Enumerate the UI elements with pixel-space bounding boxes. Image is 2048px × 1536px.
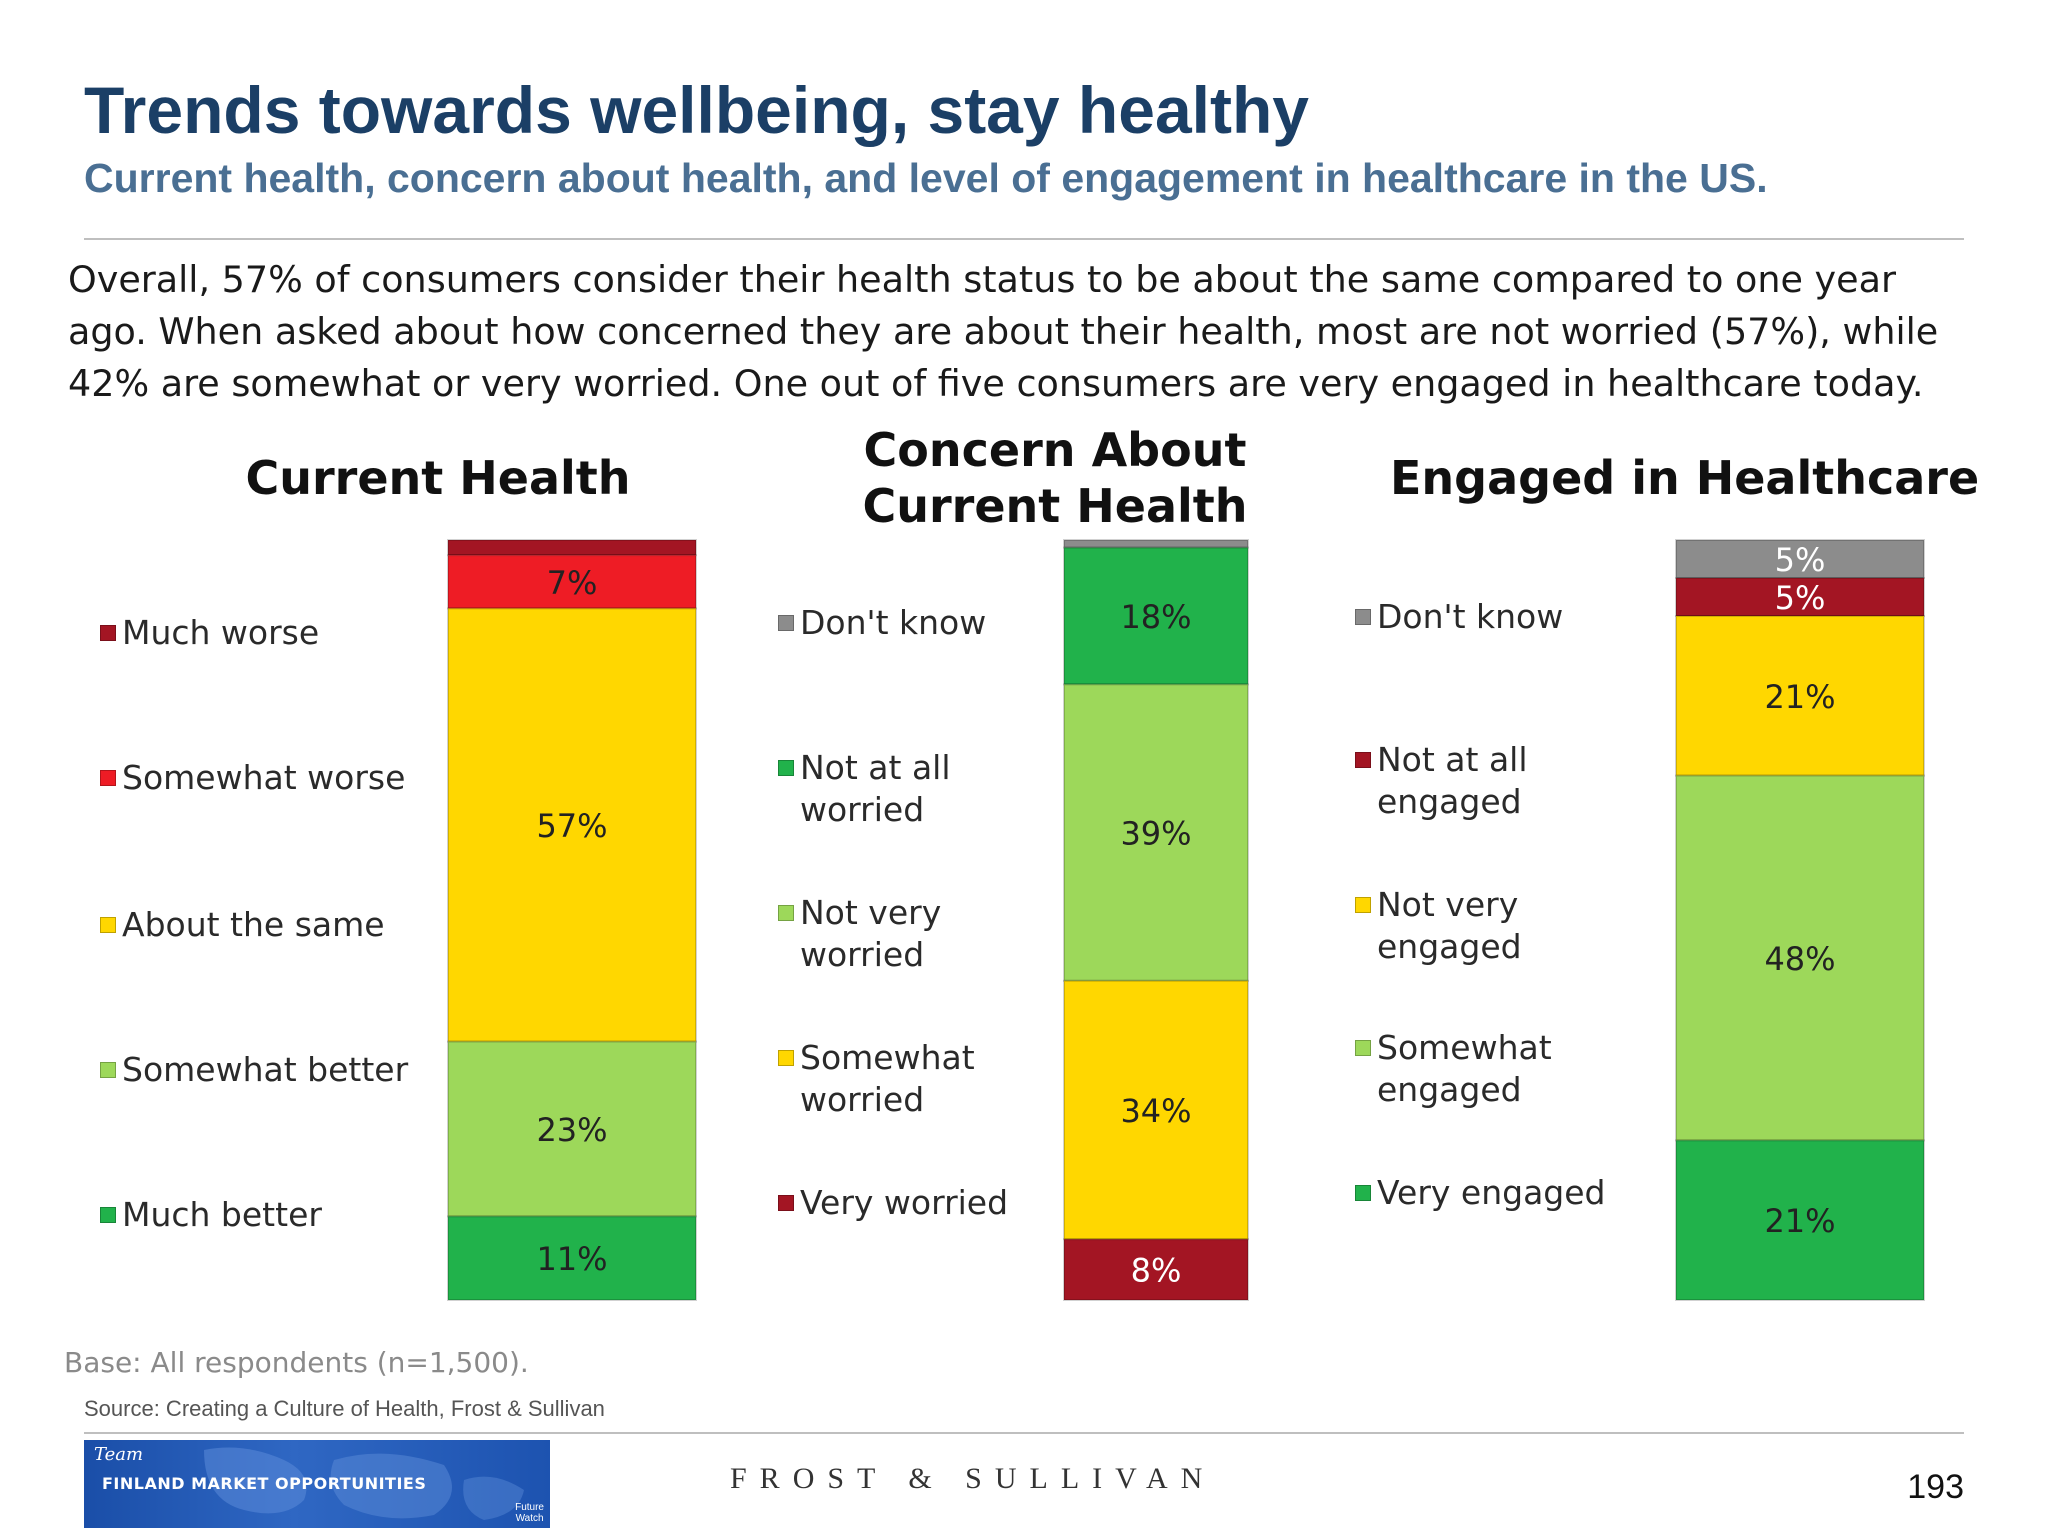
source-note: Source: Creating a Culture of Health, Fr… xyxy=(84,1396,605,1421)
bar-segment xyxy=(447,607,697,1043)
logo-subtext: Future Watch xyxy=(515,1502,544,1524)
legend-dont-know: Don't know xyxy=(778,602,986,644)
legend-not-very-engaged: Not very engaged xyxy=(1355,884,1522,968)
legend-not-at-all-engaged: Not at all engaged xyxy=(1355,739,1528,823)
bar-segment xyxy=(1063,1238,1249,1301)
bar-segment xyxy=(1675,774,1925,1142)
bar-data-label: 18% xyxy=(1120,598,1191,636)
legend-very-worried: Very worried xyxy=(778,1182,1008,1224)
bar-segment xyxy=(447,539,697,557)
legend-label: About the same xyxy=(122,905,385,944)
bar-segment xyxy=(1675,577,1925,617)
bar-segment xyxy=(1675,615,1925,777)
legend-label: Much better xyxy=(122,1195,322,1234)
legend-label: Somewhat engaged xyxy=(1377,1028,1552,1109)
legend-swatch xyxy=(1355,1040,1371,1056)
legend-somewhat-worried: Somewhat worried xyxy=(778,1037,975,1121)
legend-swatch xyxy=(778,760,794,776)
legend-swatch xyxy=(100,1207,116,1223)
legend-about-the-same: About the same xyxy=(100,904,385,946)
bar-data-label: 48% xyxy=(1764,940,1835,978)
legend-not-very-worried: Not very worried xyxy=(778,892,941,976)
page-title: Trends towards wellbeing, stay healthy xyxy=(84,73,1309,147)
legend-label: Don't know xyxy=(1377,597,1564,636)
logo-team-text: Team xyxy=(94,1444,144,1465)
page-number: 193 xyxy=(1907,1468,1964,1506)
bar-segment xyxy=(1063,539,1249,549)
world-map-icon xyxy=(204,1447,524,1520)
legend-swatch xyxy=(100,1062,116,1078)
bar-segment xyxy=(447,554,697,610)
legend-much-worse: Much worse xyxy=(100,612,319,654)
legend-swatch xyxy=(1355,609,1371,625)
intro-line: ago. When asked about how concerned they… xyxy=(68,310,1939,353)
bar-data-label: 11% xyxy=(536,1240,607,1278)
intro-line: 42% are somewhat or very worried. One ou… xyxy=(68,362,1924,405)
legend-very-engaged: Very engaged xyxy=(1355,1172,1606,1214)
legend-label: Not at all worried xyxy=(800,748,951,829)
legend-label: Very engaged xyxy=(1377,1173,1606,1212)
legend-swatch xyxy=(100,625,116,641)
legend-much-better: Much better xyxy=(100,1194,322,1236)
page-subtitle: Current health, concern about health, an… xyxy=(84,155,1768,201)
legend-label: Very worried xyxy=(800,1183,1009,1222)
legend-label: Much worse xyxy=(122,613,320,652)
bar-data-label: 34% xyxy=(1120,1092,1191,1130)
footer-divider xyxy=(84,1432,1964,1434)
header-divider xyxy=(84,238,1964,240)
legend-somewhat-better: Somewhat better xyxy=(100,1049,408,1091)
legend-label: Don't know xyxy=(800,603,987,642)
legend-swatch xyxy=(778,905,794,921)
legend-swatch xyxy=(1355,752,1371,768)
bar-data-label: 57% xyxy=(536,807,607,845)
legend-swatch xyxy=(778,615,794,631)
legend-not-at-all-worried: Not at all worried xyxy=(778,747,951,831)
bar-segment xyxy=(447,1215,697,1302)
bar-segment xyxy=(1063,683,1249,982)
frost-sullivan-brand: FROST & SULLIVAN xyxy=(730,1462,1216,1495)
chart-title-current-health: Current Health xyxy=(245,451,631,505)
legend-swatch xyxy=(1355,897,1371,913)
bar-data-label: 5% xyxy=(1775,541,1826,579)
base-note: Base: All respondents (n=1,500). xyxy=(64,1346,529,1379)
chart-title-concern: Concern About Current Health xyxy=(862,423,1248,533)
intro-paragraph: Overall, 57% of consumers consider their… xyxy=(68,254,1988,410)
bar-data-label: 21% xyxy=(1764,1202,1835,1240)
logo-title-text: FINLAND MARKET OPPORTUNITIES xyxy=(102,1474,427,1493)
bar-segment xyxy=(1675,539,1925,579)
legend-label: Not very worried xyxy=(800,893,942,974)
legend-somewhat-worse: Somewhat worse xyxy=(100,757,405,799)
bar-segment xyxy=(1063,979,1249,1241)
legend-label: Not very engaged xyxy=(1377,885,1522,966)
legend-label: Somewhat worried xyxy=(800,1038,975,1119)
legend-swatch xyxy=(100,917,116,933)
bar-segment xyxy=(447,1040,697,1218)
bar-data-label: 8% xyxy=(1131,1252,1182,1290)
bar-data-label: 5% xyxy=(1775,579,1826,617)
legend-swatch xyxy=(1355,1185,1371,1201)
bar-data-label: 7% xyxy=(547,564,598,602)
legend-swatch xyxy=(100,770,116,786)
intro-line: Overall, 57% of consumers consider their… xyxy=(68,258,1896,301)
chart-title-engaged: Engaged in Healthcare xyxy=(1390,451,1980,505)
bar-segment xyxy=(1675,1139,1925,1302)
legend-label: Somewhat worse xyxy=(122,758,406,797)
bar-segment xyxy=(1063,546,1249,686)
finland-market-opportunities-logo: Team FINLAND MARKET OPPORTUNITIES Future… xyxy=(84,1440,550,1528)
bar-data-label: 21% xyxy=(1764,678,1835,716)
legend-dont-know: Don't know xyxy=(1355,596,1563,638)
legend-label: Not at all engaged xyxy=(1377,740,1528,821)
legend-swatch xyxy=(778,1050,794,1066)
bar-data-label: 39% xyxy=(1120,815,1191,853)
bar-data-label: 23% xyxy=(536,1111,607,1149)
legend-somewhat-engaged: Somewhat engaged xyxy=(1355,1027,1552,1111)
legend-swatch xyxy=(778,1195,794,1211)
legend-label: Somewhat better xyxy=(122,1050,409,1089)
